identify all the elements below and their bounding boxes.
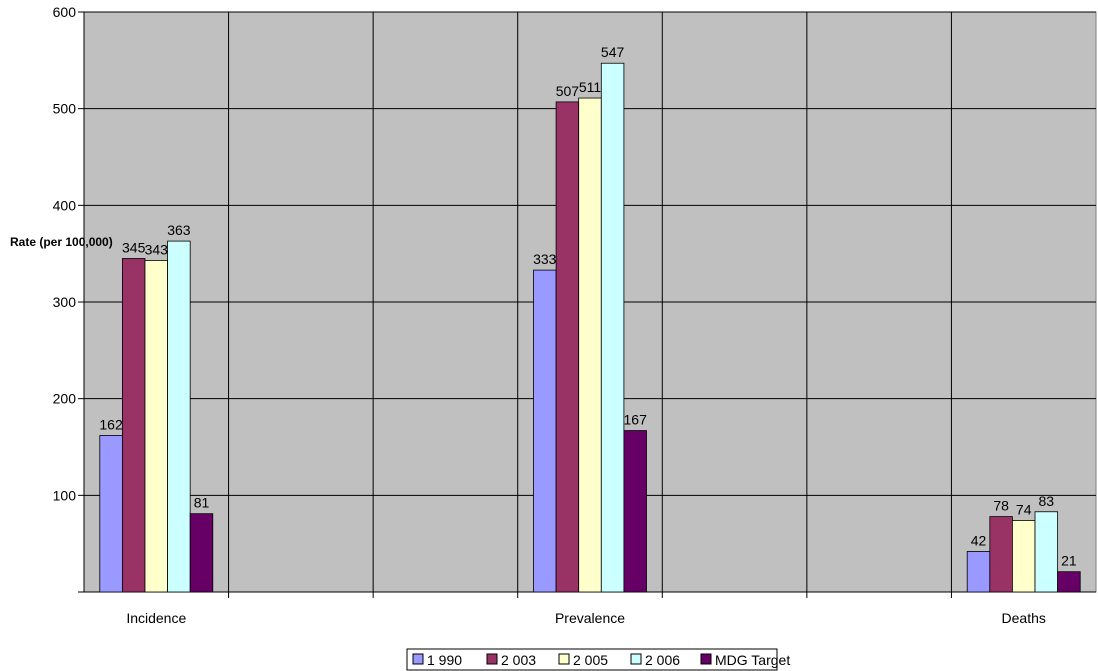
y-axis-label: Rate (per 100,000): [10, 235, 113, 249]
y-tick-label: 100: [53, 487, 77, 503]
y-tick-label: 200: [53, 391, 77, 407]
bar: [1012, 520, 1036, 593]
legend-swatch: [486, 653, 498, 665]
bar: [189, 513, 214, 593]
y-tick-label: 400: [53, 197, 77, 213]
legend-label: 1 990: [427, 652, 462, 668]
data-label: 21: [1061, 553, 1077, 569]
y-tick-label: 300: [53, 294, 77, 310]
data-label: 167: [624, 412, 648, 428]
bar: [121, 258, 146, 593]
data-label: 345: [122, 240, 146, 256]
legend-label: 2 005: [573, 652, 608, 668]
data-label: 507: [556, 83, 580, 99]
data-label: 74: [1016, 501, 1032, 517]
data-label: 333: [533, 251, 557, 267]
bar: [600, 62, 625, 593]
bar: [623, 430, 647, 593]
data-label: 511: [579, 79, 602, 95]
legend-box: [406, 648, 778, 671]
data-label: 547: [601, 44, 625, 60]
category-label: Incidence: [126, 610, 186, 626]
legend-swatch: [630, 653, 642, 665]
bar: [144, 260, 168, 593]
data-label: 343: [145, 241, 169, 257]
legend-label: MDG Target: [715, 652, 790, 668]
bar: [533, 269, 557, 593]
bar: [1034, 511, 1059, 593]
bar: [1057, 571, 1081, 593]
category-label: Prevalence: [555, 610, 625, 626]
bar: [966, 551, 991, 593]
bar: [989, 516, 1013, 593]
data-label: 81: [194, 495, 210, 511]
legend: 1 990 2 003 2 005 2 006 MDG Target: [406, 648, 790, 671]
category-label: Deaths: [1002, 610, 1046, 626]
legend-swatch: [558, 653, 570, 665]
bar: [555, 101, 580, 593]
legend-label: 2 006: [645, 652, 680, 668]
data-label: 363: [167, 222, 191, 238]
legend-swatch: [700, 653, 712, 665]
bar: [578, 97, 602, 593]
bar: [167, 240, 191, 593]
data-label: 162: [99, 416, 123, 432]
plot-area: 100 200 300 400 500 600 162 345 343 363 81 Incidenc…: [53, 4, 1097, 626]
legend-label: 2 003: [501, 652, 536, 668]
y-tick-label: 600: [53, 4, 77, 20]
bar: [99, 434, 123, 593]
y-tick-label: 500: [53, 101, 77, 117]
legend-swatch: [412, 653, 424, 665]
data-label: 42: [971, 532, 987, 548]
data-label: 78: [993, 498, 1009, 514]
data-label: 83: [1039, 493, 1055, 509]
